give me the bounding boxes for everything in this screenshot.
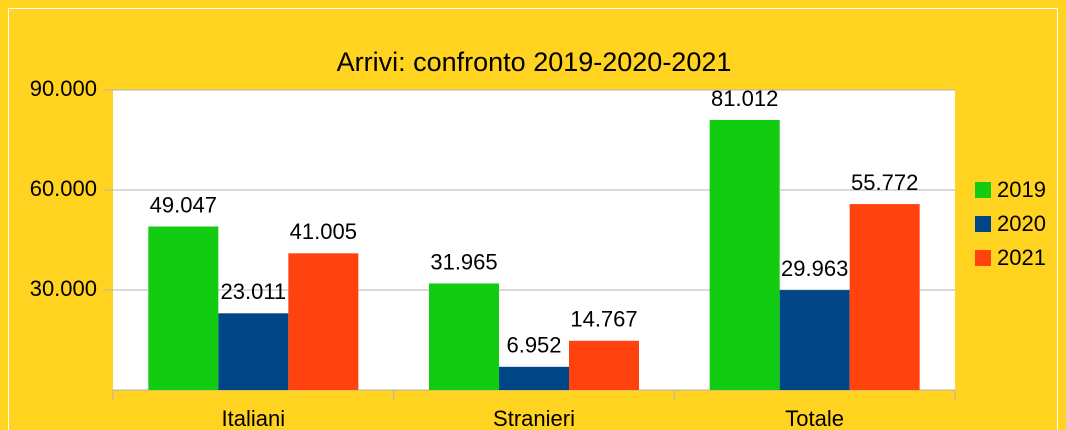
legend-label: 2021 (997, 245, 1046, 270)
data-label: 29.963 (781, 256, 848, 281)
x-tick-label: Totale (785, 406, 844, 430)
y-tick-label: 90.000 (30, 76, 97, 101)
chart-title: Arrivi: confronto 2019-2020-2021 (337, 47, 732, 77)
bar (709, 119, 780, 391)
bar (218, 313, 289, 390)
legend-swatch (975, 216, 991, 232)
data-label: 49.047 (150, 192, 217, 217)
y-tick-label: 30.000 (30, 276, 97, 301)
data-label: 14.767 (570, 307, 637, 332)
bar (569, 340, 639, 390)
y-tick-label: 60.000 (30, 176, 97, 201)
legend-swatch (975, 182, 991, 198)
bar (499, 366, 569, 390)
data-label: 81.012 (711, 86, 778, 111)
legend-label: 2019 (997, 177, 1046, 202)
x-tick-label: Italiani (222, 406, 286, 430)
bar (288, 253, 359, 390)
bar (849, 204, 920, 390)
data-label: 31.965 (430, 249, 497, 274)
legend-swatch (975, 250, 991, 266)
data-label: 55.772 (851, 170, 918, 195)
legend-label: 2020 (997, 211, 1046, 236)
data-label: 41.005 (290, 219, 357, 244)
frame (8, 8, 1058, 430)
data-label: 23.011 (221, 279, 287, 304)
x-tick-label: Stranieri (493, 406, 575, 430)
bar (148, 226, 219, 390)
bar (429, 283, 499, 390)
data-label: 6.952 (506, 333, 561, 358)
bar (779, 290, 850, 390)
